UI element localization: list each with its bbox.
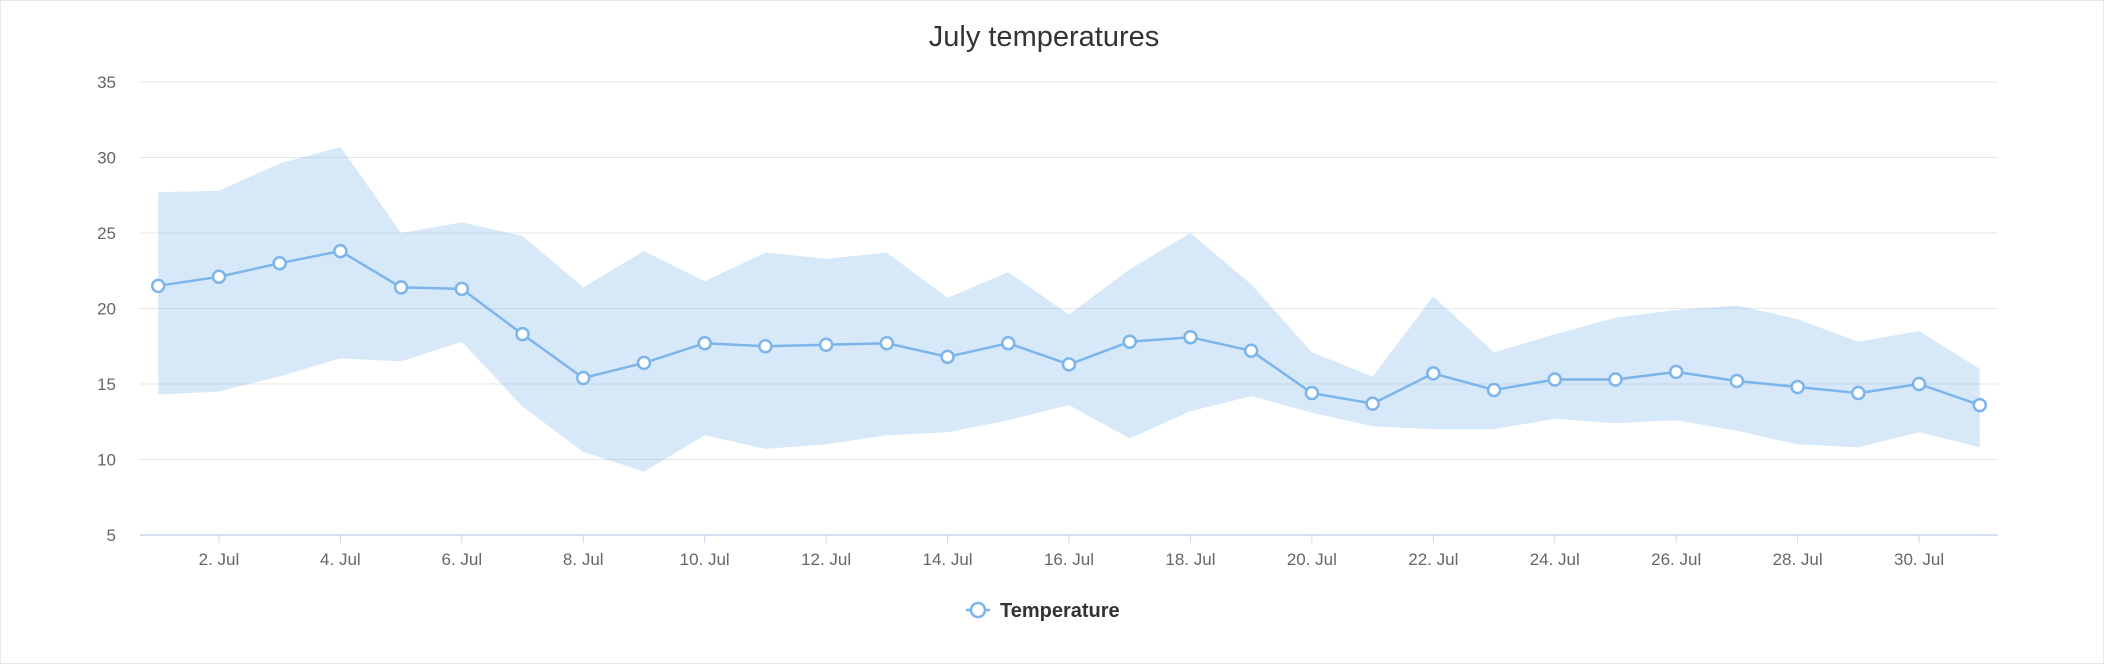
gridlines: [140, 81, 1998, 460]
temperature-point[interactable]: [454, 281, 470, 297]
legend-label[interactable]: Temperature: [1000, 600, 1120, 622]
x-tick-label: 18. Jul: [1165, 550, 1215, 569]
temperature-point[interactable]: [1243, 343, 1259, 359]
temperature-point[interactable]: [1122, 334, 1137, 349]
x-tick-label: 2. Jul: [199, 550, 240, 569]
points-layer: [150, 243, 1988, 413]
temperature-point[interactable]: [1001, 335, 1016, 351]
x-tick-label: 16. Jul: [1044, 550, 1094, 569]
y-axis: 5 10 15 20 25 30 35: [97, 73, 116, 545]
x-tick-label: 24. Jul: [1530, 550, 1580, 569]
x-tick-label: 14. Jul: [923, 550, 973, 569]
y-tick-label: 25: [97, 224, 116, 243]
x-tick-label: 28. Jul: [1773, 550, 1823, 569]
range-area-layer: [158, 146, 1980, 472]
y-tick-label: 30: [97, 149, 116, 168]
x-tick-label: 30. Jul: [1894, 550, 1944, 569]
temperature-point[interactable]: [1790, 379, 1805, 395]
temperature-point[interactable]: [150, 278, 166, 294]
x-tick-label: 20. Jul: [1287, 550, 1337, 569]
temperature-point[interactable]: [818, 337, 834, 352]
temperature-point[interactable]: [1972, 397, 1988, 413]
temperature-point[interactable]: [1608, 372, 1623, 387]
x-tick-label: 10. Jul: [680, 550, 730, 569]
x-tick-label: 8. Jul: [563, 550, 604, 569]
temperature-point[interactable]: [697, 335, 712, 351]
temperature-point[interactable]: [515, 326, 530, 342]
temperature-point[interactable]: [1729, 373, 1745, 389]
temperature-point[interactable]: [1061, 357, 1077, 372]
legend-circle-marker: [969, 601, 987, 619]
temperature-point[interactable]: [272, 255, 287, 271]
y-tick-label: 10: [97, 451, 116, 470]
temperature-point[interactable]: [333, 243, 348, 259]
y-tick-label: 15: [97, 375, 116, 394]
temperature-point[interactable]: [1668, 364, 1684, 380]
temperature-point[interactable]: [758, 339, 773, 354]
x-tick-label: 12. Jul: [801, 550, 851, 569]
temperature-point[interactable]: [1365, 396, 1380, 411]
x-tick-label: 22. Jul: [1408, 550, 1458, 569]
y-tick-label: 35: [97, 73, 116, 92]
legend[interactable]: Temperature: [966, 600, 1120, 622]
y-tick-label: 5: [107, 526, 116, 545]
temperature-point[interactable]: [940, 349, 955, 365]
temperature-point[interactable]: [879, 335, 895, 351]
x-tick-label: 26. Jul: [1651, 550, 1701, 569]
temperature-point[interactable]: [1851, 385, 1866, 401]
temperature-point[interactable]: [575, 370, 591, 386]
temperature-point[interactable]: [1911, 376, 1927, 392]
temperature-point[interactable]: [1547, 372, 1563, 387]
temperature-point[interactable]: [1183, 329, 1198, 345]
chart-title: July temperatures: [929, 21, 1160, 53]
y-tick-label: 20: [97, 300, 116, 319]
temperature-point[interactable]: [393, 280, 409, 295]
x-tick-label: 4. Jul: [320, 550, 361, 569]
x-tick-label: 6. Jul: [441, 550, 482, 569]
temperature-point[interactable]: [1304, 385, 1320, 401]
temperature-range-area: [158, 146, 1980, 472]
temperature-point[interactable]: [211, 269, 227, 285]
temperature-point[interactable]: [1486, 382, 1502, 398]
x-axis: 2. Jul 4. Jul 6. Jul 8. Jul 10. Jul 12. Jul 14…: [140, 534, 1998, 569]
temperature-point[interactable]: [1426, 366, 1441, 381]
temperature-point[interactable]: [636, 355, 652, 371]
